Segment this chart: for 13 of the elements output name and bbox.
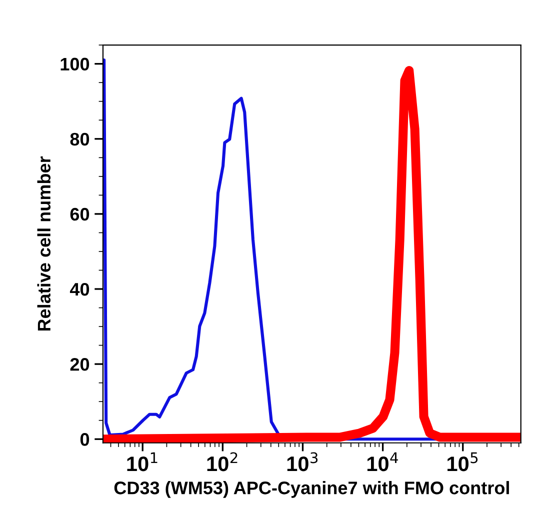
y-tick-label: 100 [60, 58, 90, 71]
x-tick-label: 10$^{4}$ [367, 452, 398, 472]
x-tick-label: 10$^{2}$ [207, 452, 238, 472]
x-axis-title: CD33 (WM53) APC-Cyanine7 with FMO control [114, 481, 509, 498]
y-tick-label: 80 [70, 132, 90, 146]
x-tick-label: 10$^{3}$ [287, 452, 318, 472]
y-tick-label: 0 [80, 433, 90, 446]
x-tick-label: 10$^{1}$ [127, 452, 158, 472]
y-axis-title: Relative cell number [37, 156, 51, 331]
y-tick-label: 20 [70, 358, 90, 371]
y-tick-label: 40 [70, 282, 90, 296]
y-tick-label: 60 [70, 208, 90, 221]
x-tick-label: 10$^{5}$ [448, 452, 478, 472]
